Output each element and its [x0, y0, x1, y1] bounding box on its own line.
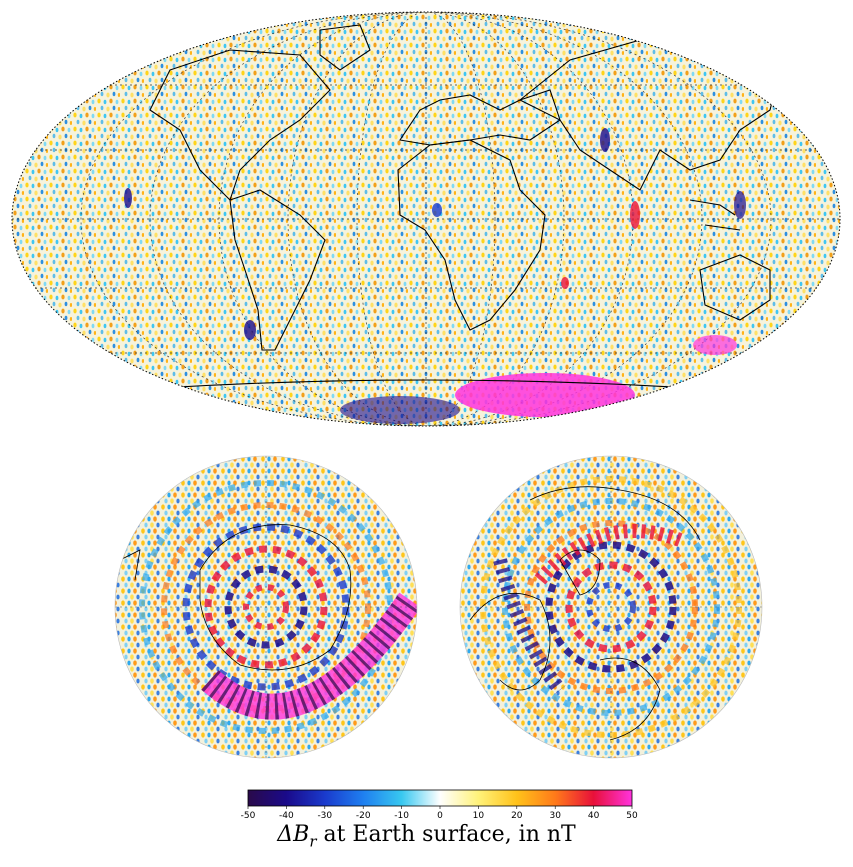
colorbar-tick-label: -20: [356, 811, 371, 821]
colorbar-tick-label: 10: [473, 811, 485, 821]
caption-symbol: ΔB: [277, 822, 310, 847]
north-polar-border: [459, 455, 763, 759]
colorbar-tick-label: 50: [626, 811, 638, 821]
colorbar: -50 -40 -30 -20 -10 0 10 20 30 40 50: [241, 789, 638, 821]
colorbar-tick-label: -30: [317, 811, 332, 821]
north-polar-map: [459, 455, 763, 759]
colorbar-tick-label: 20: [511, 811, 523, 821]
caption-text: at Earth surface, in nT: [316, 822, 576, 847]
colorbar-gradient: [247, 789, 633, 807]
colorbar-tick-label: -40: [279, 811, 294, 821]
colorbar-tick-label: 0: [437, 811, 443, 821]
caption-subscript: r: [309, 832, 317, 851]
global-map-graticule: [12, 12, 840, 426]
south-polar-coastline: [119, 524, 352, 671]
caption: ΔBr at Earth surface, in nT: [0, 822, 853, 850]
north-polar-coastline: [469, 486, 701, 741]
colorbar-tick-label: -50: [241, 811, 256, 821]
north-polar-graticule: [460, 456, 762, 758]
south-polar-graticule: [115, 456, 417, 758]
south-polar-map: [114, 455, 418, 759]
global-map: [11, 11, 841, 427]
global-map-border: [11, 11, 841, 427]
south-polar-border: [114, 455, 418, 759]
colorbar-tick-label: 30: [549, 811, 561, 821]
colorbar-tick-label: -10: [394, 811, 409, 821]
colorbar-ticks: -50 -40 -30 -20 -10 0 10 20 30 40 50: [241, 806, 638, 821]
colorbar-tick-label: 40: [588, 811, 600, 821]
